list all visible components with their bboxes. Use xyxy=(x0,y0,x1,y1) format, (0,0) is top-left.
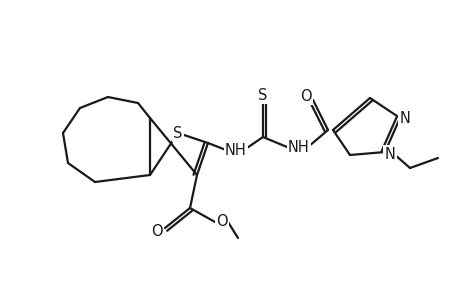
Text: O: O xyxy=(151,224,162,239)
Text: NH: NH xyxy=(224,142,246,158)
Text: O: O xyxy=(300,88,311,104)
Text: O: O xyxy=(216,214,227,230)
Text: S: S xyxy=(173,125,182,140)
Text: N: N xyxy=(384,146,395,161)
Text: S: S xyxy=(258,88,267,103)
Text: N: N xyxy=(399,110,409,125)
Text: NH: NH xyxy=(287,140,309,154)
